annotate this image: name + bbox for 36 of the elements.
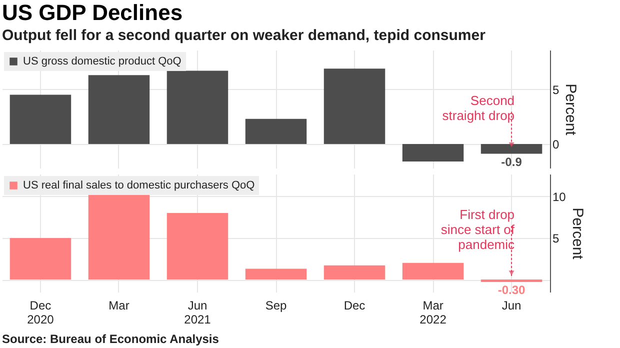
bar <box>10 238 72 280</box>
bar <box>88 193 150 280</box>
x-tick-label: Jun <box>502 298 522 312</box>
legend-label: US real final sales to domestic purchasers QoQ <box>23 180 256 192</box>
legend-label: US gross domestic product QoQ <box>23 56 182 68</box>
bar <box>324 265 386 280</box>
bar <box>166 213 228 280</box>
bar <box>324 68 386 144</box>
chart-subtitle: Output fell for a second quarter on weaker demand, tepid consumer <box>2 27 486 44</box>
bar <box>245 118 307 144</box>
y-tick-label: 5 <box>552 82 560 97</box>
y-axis-title: Percent <box>562 84 580 136</box>
x-tick-label: Mar 2022 <box>420 298 447 326</box>
y-tick-label: 10 <box>552 190 566 204</box>
x-tick-label: Jun 2021 <box>184 298 212 326</box>
data-label: -0.9 <box>501 154 522 169</box>
bar <box>402 144 464 162</box>
y-tick-label: 0 <box>552 137 560 152</box>
x-tick-label: Dec <box>344 298 366 312</box>
x-tick-label: Dec 2020 <box>27 298 54 326</box>
y-tick-label: 5 <box>552 231 560 246</box>
bar <box>480 144 542 154</box>
bar <box>245 268 307 280</box>
bar <box>88 75 150 144</box>
bar <box>402 262 464 280</box>
data-label: -0.30 <box>498 283 526 298</box>
annotation: Second straight drop <box>442 92 515 123</box>
chart-title: US GDP Declines <box>2 0 183 25</box>
bar <box>480 280 542 282</box>
y-axis-title: Percent <box>568 208 586 260</box>
bar <box>166 70 228 144</box>
x-tick-label: Mar <box>108 298 130 312</box>
bar <box>10 94 72 144</box>
annotation: First drop since start of pandemic <box>440 207 516 252</box>
x-tick-label: Sep <box>265 298 287 312</box>
source-note: Source: Bureau of Economic Analysis <box>2 332 220 346</box>
